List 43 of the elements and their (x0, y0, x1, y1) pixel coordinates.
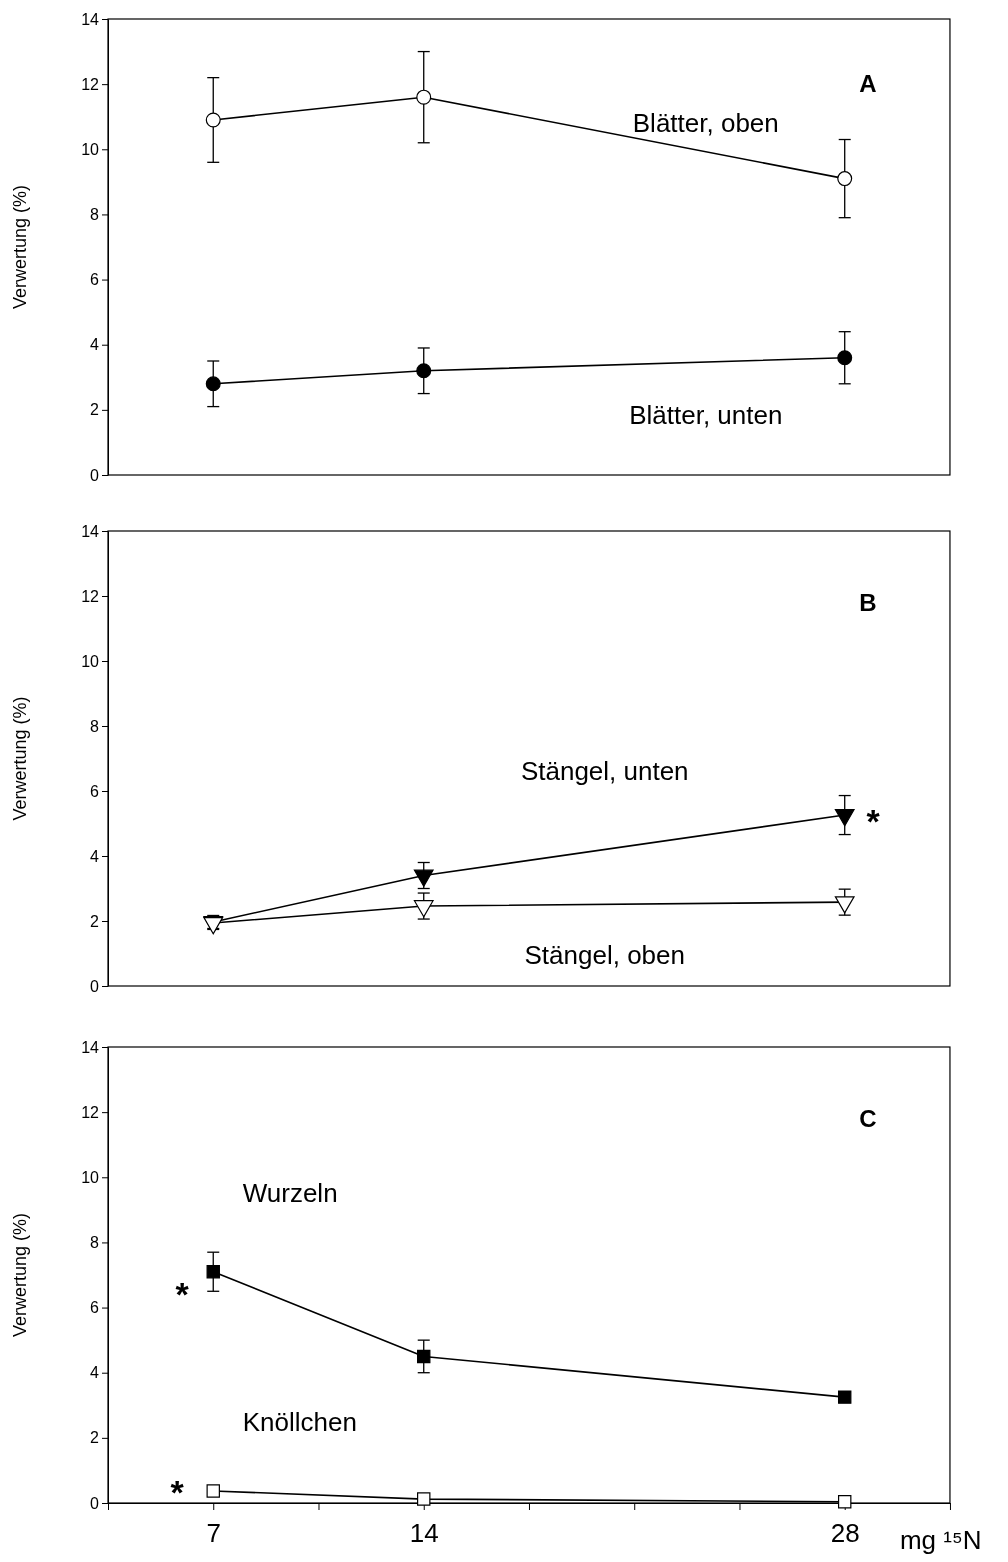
annotation: * (866, 801, 881, 840)
annotation: * (170, 1472, 185, 1511)
y-tick-label: 14 (81, 1038, 100, 1056)
y-tick-label: 8 (90, 1234, 100, 1252)
y-tick-label: 6 (90, 782, 100, 800)
text: Wurzeln (242, 1177, 338, 1208)
y-tick-label: 12 (81, 587, 100, 605)
annotation: * (175, 1274, 190, 1313)
y-tick-label: 14 (81, 10, 100, 28)
series-label: Stängel, unten (520, 755, 689, 786)
x-tick-label: 14 (409, 1518, 439, 1549)
annotation: A (859, 70, 877, 97)
y-axis-title: Verwertung (%) (10, 184, 30, 310)
x-tick-label: 7 (206, 1518, 221, 1549)
y-tick-label: 8 (90, 206, 100, 224)
y-tick-label: 2 (90, 912, 100, 930)
y-tick-label: 4 (90, 847, 100, 865)
y-tick-label: 4 (90, 336, 100, 354)
series-label: Blätter, oben (632, 107, 779, 138)
y-axis-title: Verwertung (%) (10, 696, 30, 821)
text: Knöllchen (242, 1406, 357, 1437)
x-tick-label: 28 (830, 1518, 860, 1549)
annotation: B (859, 589, 877, 616)
annotation: C (859, 1105, 877, 1132)
y-tick-label: 12 (81, 1103, 100, 1121)
y-tick-label: 10 (81, 652, 100, 670)
y-tick-label: 6 (90, 1299, 100, 1317)
series-label: Stängel, oben (524, 940, 685, 971)
y-tick-label: 0 (90, 977, 100, 995)
y-tick-label: 10 (81, 140, 100, 158)
y-axis-title: Verwertung (%) (10, 1212, 30, 1338)
y-tick-label: 2 (90, 401, 100, 419)
x-axis-title: mg ¹⁵N (899, 1525, 982, 1555)
y-tick-label: 0 (90, 466, 100, 484)
series-label: Blätter, unten (629, 400, 783, 431)
y-tick-label: 4 (90, 1364, 100, 1382)
y-tick-label: 10 (81, 1168, 100, 1186)
y-tick-label: 14 (81, 522, 100, 540)
y-tick-label: 6 (90, 271, 100, 289)
y-tick-label: 2 (90, 1429, 100, 1447)
y-tick-label: 8 (90, 717, 100, 735)
y-tick-label: 12 (81, 75, 100, 93)
y-tick-label: 0 (90, 1494, 100, 1512)
